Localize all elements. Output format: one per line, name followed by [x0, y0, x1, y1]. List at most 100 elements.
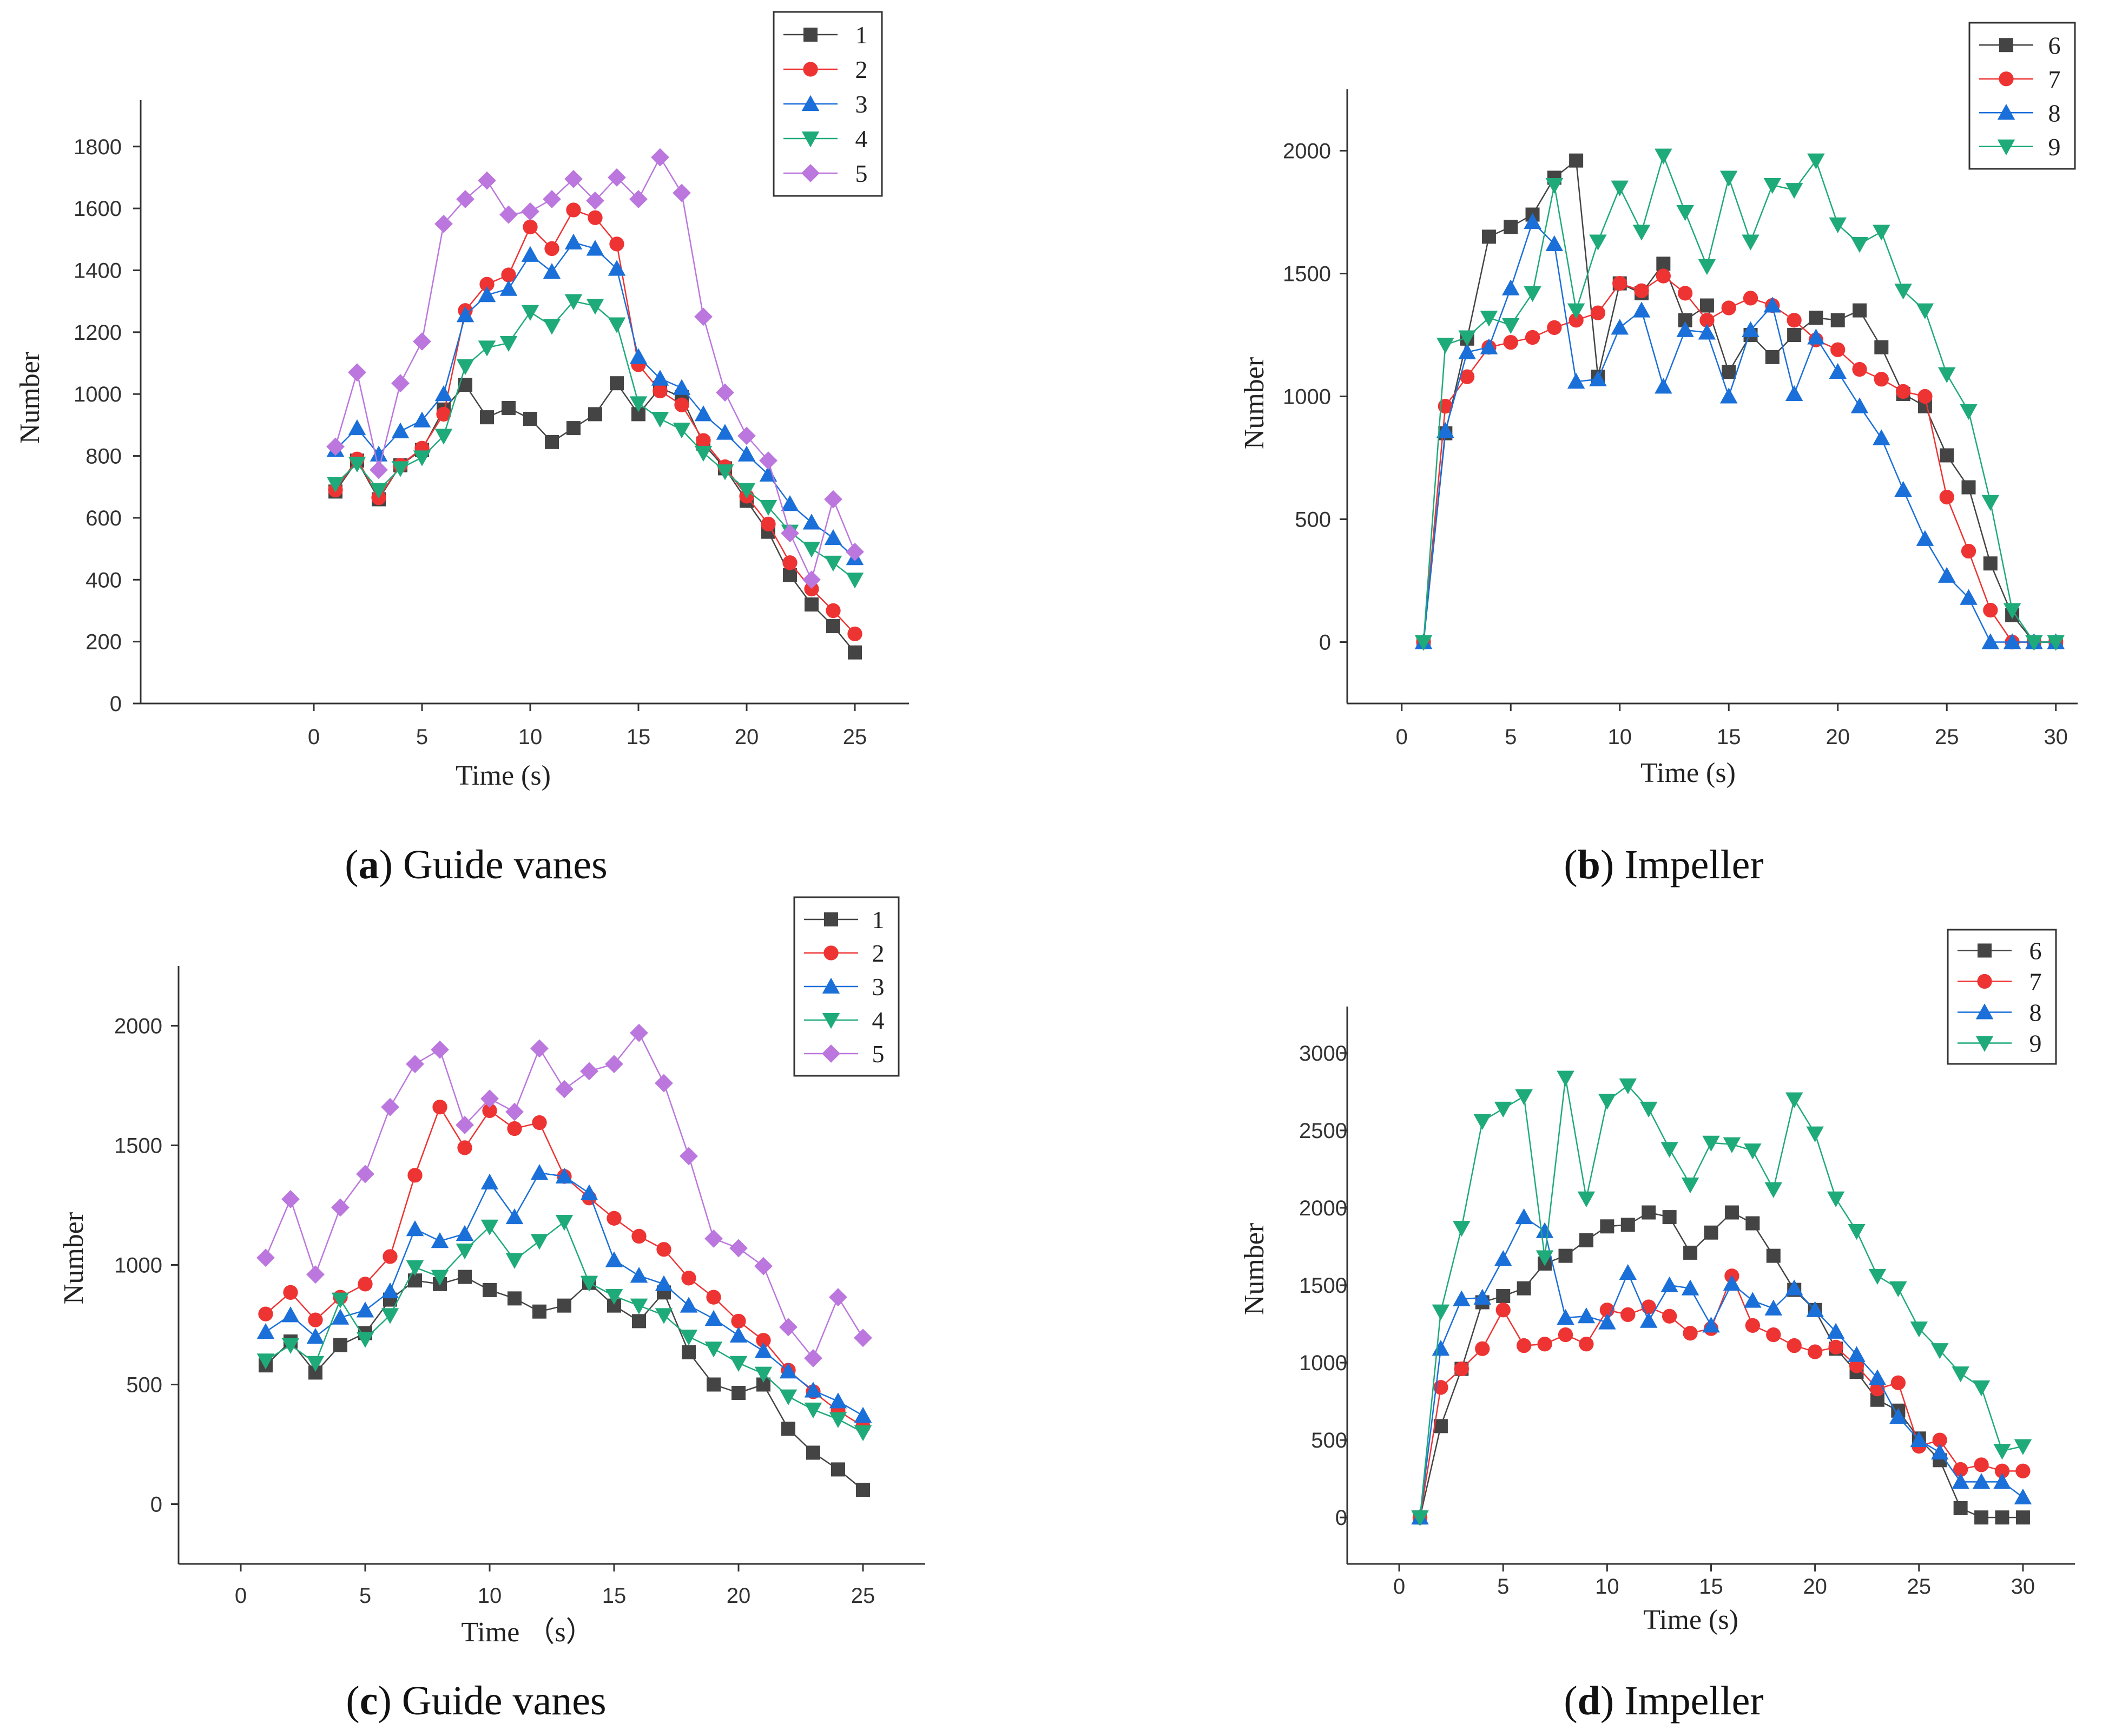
panel-c-series-5-point	[505, 1102, 524, 1121]
panel-a-ytick-label: 800	[85, 445, 122, 469]
panel-c-xtick-label: 15	[602, 1584, 627, 1608]
panel-a-series-3-point	[499, 280, 518, 296]
panel-c-legend-marker-5	[822, 1044, 840, 1063]
panel-a-series-3-point	[694, 405, 713, 422]
panel-d-series-7-point	[1516, 1338, 1532, 1353]
panel-c-series-3-point	[680, 1297, 698, 1313]
panel-d-series-7-point	[2015, 1463, 2031, 1478]
panel-d-series-6-point	[1953, 1501, 1968, 1515]
panel-a-series-3-point	[348, 419, 366, 436]
panel-b-series-8-point	[1916, 530, 1934, 546]
panel-c-series-1-point	[557, 1298, 571, 1313]
panel-d-series-8-point	[1619, 1264, 1637, 1280]
panel-b-legend-label-8: 8	[2048, 99, 2061, 127]
panel-b-series-6-point	[1853, 303, 1867, 318]
panel-d-series-6-point	[1600, 1219, 1614, 1234]
panel-d-series-8-point	[1536, 1222, 1554, 1238]
panel-a-legend-label-5: 5	[855, 160, 868, 187]
panel-c-series-5-point	[779, 1318, 798, 1337]
panel-b-series-7-point	[1503, 334, 1518, 350]
panel-b-series-6-point	[1765, 350, 1780, 364]
panel-b-series-9-point	[1480, 311, 1498, 327]
panel-c-series-3-point	[356, 1301, 374, 1318]
panel-d-xtick-label: 10	[1595, 1575, 1619, 1599]
panel-c-series-4-point	[779, 1389, 798, 1405]
panel-a-series-4-point	[434, 429, 453, 445]
panel-a-series-3-point	[781, 495, 799, 511]
panel-c-caption-text: Guide vanes	[402, 1678, 607, 1724]
panel-d-plot: 0 500 1000 1500 2000 2500 3000 0 5 10 15 20 25 30 6 7 8 9	[1299, 929, 2075, 1599]
panel-c-xtick-label: 5	[359, 1584, 371, 1608]
panel-d-series-8-point	[1473, 1288, 1492, 1305]
panel-c-series-1-point	[732, 1385, 746, 1400]
panel-c-series-1-point	[806, 1445, 820, 1460]
panel-c-series-3-point	[281, 1306, 300, 1323]
panel-c-series-2-point	[432, 1100, 447, 1115]
panel-a-series-2-point	[501, 267, 516, 282]
panel-c-series-4-point	[356, 1332, 374, 1348]
panel-a-series-2-point	[761, 516, 776, 532]
panel-a-series-5-point	[824, 490, 842, 509]
panel-d-series-9-point	[1993, 1444, 2011, 1460]
panel-d-series-8-point	[1723, 1274, 1741, 1291]
panel-a-ytick-label: 400	[85, 568, 122, 592]
panel-b-series-9-line	[1422, 155, 2056, 643]
panel-c-series-4-point	[480, 1219, 499, 1236]
panel-a-series-2-point	[479, 277, 495, 292]
panel-c-series-5-point	[406, 1055, 424, 1074]
panel-d-series-9-point	[1868, 1268, 1887, 1285]
panel-d-legend-label-7: 7	[2029, 968, 2042, 996]
panel-d-series-9-point	[1598, 1094, 1616, 1110]
panel-a-series-4-point	[716, 464, 734, 481]
panel-c-series-4-point	[306, 1356, 325, 1372]
panel-a-series-1-point	[480, 410, 494, 425]
panel-b-series-6-point	[1504, 220, 1518, 234]
panel-b-series-6-point	[1874, 340, 1889, 354]
panel-c-series-1-point	[458, 1270, 472, 1284]
panel-c-series-2-point	[532, 1115, 547, 1130]
panel-d-series-8-point	[1889, 1408, 1907, 1424]
panel-c-series-2-point	[482, 1103, 497, 1119]
panel-a-series-3-point	[716, 424, 734, 440]
panel-a-ytick-label: 0	[110, 692, 122, 716]
panel-d-series-8-point	[1930, 1443, 1949, 1459]
panel-a-series-4-point	[326, 477, 345, 493]
panel-c-series-2-point	[607, 1211, 622, 1226]
panel-b-series-8-point	[1436, 422, 1454, 438]
panel-d-series-9-point	[1536, 1250, 1554, 1266]
panel-c-series-1-point	[707, 1377, 721, 1392]
panel-d-series-8-point	[1744, 1292, 1762, 1308]
panel-c-series-1-point	[682, 1345, 696, 1359]
panel-b-xtick-label: 20	[1826, 725, 1850, 749]
panel-a-series-4-point	[824, 555, 842, 572]
panel-b-series-8-point	[1676, 321, 1694, 337]
panel-a-caption-text: Guide vanes	[403, 842, 608, 887]
panel-c-series-3-point	[555, 1167, 574, 1183]
panel-b-series-8-point	[1698, 324, 1716, 340]
panel-d-xtick-label: 25	[1907, 1575, 1932, 1599]
panel-b-ylabel: Number	[1239, 357, 1270, 449]
panel-b-xlabel: Time (s)	[1640, 758, 1736, 788]
panel-d-series-9-point	[2014, 1439, 2032, 1455]
panel-a-series-4-point	[391, 461, 410, 477]
panel-b-series-8-point	[1611, 319, 1629, 335]
panel-c-series-5-point	[256, 1248, 275, 1267]
panel-a-series-4-point	[673, 422, 691, 439]
panel-b-legend-label-6: 6	[2048, 31, 2061, 59]
panel-b-series-8-point	[1742, 321, 1759, 337]
panel-c-series-2-point	[706, 1290, 721, 1305]
panel-d-series-7-point	[1620, 1307, 1636, 1323]
panel-b-series-7-point	[1590, 305, 1606, 320]
panel-a-series-5-point	[586, 191, 604, 210]
panel-d-series-8-point	[1785, 1279, 1803, 1296]
panel-b-series-9-point	[1567, 303, 1585, 319]
panel-c-series-2-point	[258, 1306, 273, 1321]
panel-d-series-9-point	[1557, 1070, 1574, 1087]
panel-a-series-5-point	[499, 205, 518, 224]
panel-d-series-6-point	[1620, 1218, 1635, 1232]
panel-a-ylabel: Number	[15, 352, 45, 444]
panel-c-series-3-point	[381, 1282, 399, 1299]
panel-c-series-2-point	[656, 1242, 671, 1257]
panel-b-series-6-point	[1940, 448, 1954, 463]
